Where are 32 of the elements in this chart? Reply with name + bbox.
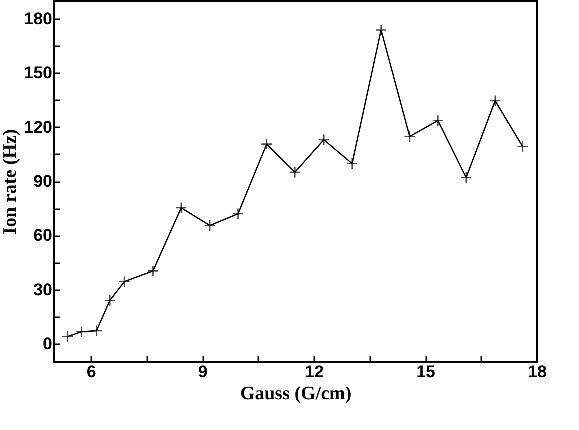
y-tick-label: 180 (24, 10, 52, 29)
x-tick-label: 15 (416, 362, 436, 382)
point (432, 114, 444, 127)
y-tick-label: 120 (24, 118, 52, 137)
point (375, 24, 388, 36)
point (516, 140, 529, 153)
y-tick-label: 150 (24, 64, 52, 83)
point (147, 265, 160, 278)
y-tick-label: 30 (34, 280, 52, 300)
y-tick-label: 60 (34, 226, 52, 246)
point (232, 208, 244, 220)
point (204, 220, 216, 232)
point (104, 294, 116, 307)
point (76, 326, 88, 338)
x-tick-label: 12 (305, 362, 324, 382)
point (90, 325, 103, 337)
y-tick-label: 90 (34, 172, 52, 191)
x-tick-label: 9 (198, 362, 208, 382)
point (404, 130, 416, 143)
point (118, 276, 130, 288)
point (346, 158, 358, 170)
y-axis-title: Ion rate (Hz) (0, 129, 22, 235)
point (62, 330, 74, 343)
point (261, 138, 273, 150)
point (289, 166, 302, 178)
x-tick-label: 18 (528, 362, 547, 382)
point (489, 95, 502, 107)
point (460, 172, 472, 184)
x-tick-label: 6 (86, 362, 96, 382)
point (318, 134, 330, 146)
point (176, 202, 188, 214)
y-tick-label: 0 (43, 334, 52, 354)
